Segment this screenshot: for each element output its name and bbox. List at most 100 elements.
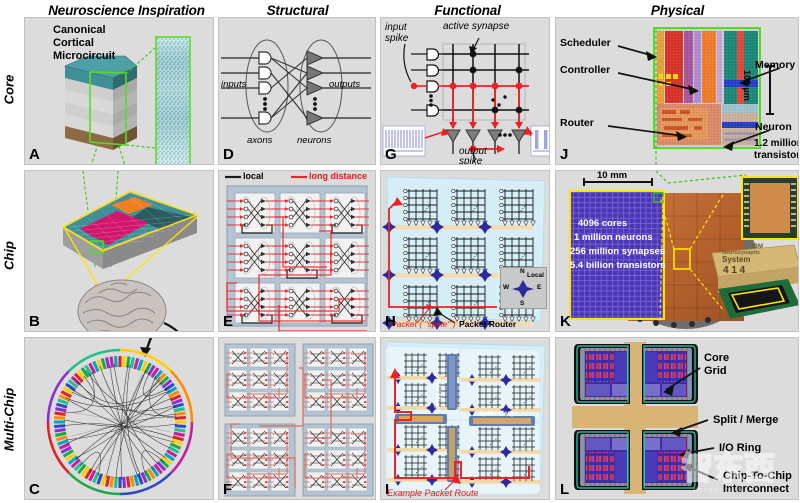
panel-J-graphic bbox=[607, 27, 781, 164]
panel-L-callout-core-grid-line2: Grid bbox=[704, 365, 727, 377]
panel-G-label-output-spike-1: output bbox=[459, 146, 487, 157]
panel-L-callout-io-ring: I/O Ring bbox=[719, 442, 762, 454]
panel-H-label-router: Packet Router bbox=[459, 319, 517, 330]
panel-L-callout-core-grid-line1: Core bbox=[704, 352, 730, 364]
panel-J-stat-line1: 1.2 million bbox=[754, 138, 799, 149]
panel-D: inputs outputs axons neurons D bbox=[218, 17, 376, 165]
panel-K-brand: IBM bbox=[752, 244, 763, 250]
watermark: 智东西 zhidx.com bbox=[680, 449, 792, 495]
panel-K: 10 mm 4096 cores 1 million neurons 256 m… bbox=[555, 170, 799, 332]
panel-K-package-text-2: 4 1 4 bbox=[723, 265, 746, 276]
panel-L-callout-split-merge: Split / Merge bbox=[713, 414, 779, 426]
panel-D-label-outputs: outputs bbox=[329, 79, 361, 90]
panel-A-letter: A bbox=[29, 146, 40, 163]
compass-north-label: N bbox=[520, 268, 525, 275]
watermark-subtext: zhidx.com bbox=[692, 487, 745, 494]
panel-B: B bbox=[24, 170, 214, 332]
panel-D-label-axons: axons bbox=[247, 135, 273, 146]
panel-L-callout-chip-to-chip-line2: Interconnect bbox=[723, 483, 790, 495]
compass-south-label: S bbox=[520, 300, 525, 307]
panel-H: N S W E Local Packet ( "spike" ) Packet … bbox=[380, 170, 550, 332]
panel-E: local long distance E bbox=[218, 170, 376, 332]
panel-G-label-output-spike-2: spike bbox=[459, 156, 483, 165]
row-label-chip: Chip bbox=[1, 241, 17, 270]
panel-F: F bbox=[218, 337, 376, 500]
panel-J-callout-router: Router bbox=[560, 117, 594, 129]
panel-D-graphic bbox=[221, 39, 371, 133]
column-header-structural: Structural bbox=[266, 3, 329, 18]
panel-C-graphic bbox=[46, 338, 194, 496]
panel-K-spec-0: 4096 cores bbox=[578, 218, 628, 229]
panel-I-label-split-merge: Split / Merge bbox=[479, 410, 518, 417]
connectome-region-ticks bbox=[54, 356, 186, 488]
panel-K-scale-bar-label: 10 mm bbox=[597, 170, 628, 181]
row-label-multichip: Multi-Chip bbox=[1, 387, 17, 452]
panel-B-letter: B bbox=[29, 313, 40, 330]
panel-A-title-line3: Microcircuit bbox=[53, 50, 116, 62]
spike-train-dense bbox=[382, 125, 426, 157]
panel-A-graphic bbox=[64, 36, 191, 164]
panel-C-letter: C bbox=[29, 481, 40, 498]
brain-illustration bbox=[77, 279, 167, 331]
compass-local-label: Local bbox=[527, 272, 544, 279]
core-die-layout bbox=[653, 27, 761, 149]
spike-train-sparse bbox=[530, 125, 549, 157]
chip-core-grid bbox=[569, 190, 665, 320]
panel-G-label-input-spike-2: spike bbox=[385, 33, 409, 44]
panel-H-label-packet: Packet ( "spike" ) bbox=[391, 319, 456, 330]
panel-L-callout-chip-to-chip-line1: Chip-To-Chip bbox=[723, 470, 792, 482]
panel-E-legend-long-distance: long distance bbox=[309, 171, 368, 181]
panel-K-package-text-1: System bbox=[722, 255, 751, 264]
panel-K-spec-2: 256 million synapses bbox=[570, 246, 666, 257]
panel-L-graphic bbox=[572, 342, 719, 494]
panel-B-graphic bbox=[61, 171, 200, 331]
panel-J-callout-memory: Memory bbox=[755, 59, 796, 71]
watermark-text: 智东西 bbox=[682, 451, 775, 487]
panel-G-letter: G bbox=[385, 146, 397, 163]
panel-F-graphic bbox=[224, 343, 374, 497]
panel-J-letter: J bbox=[560, 146, 569, 163]
panel-I-label-example-route: Example Packet Route bbox=[387, 487, 479, 498]
panel-K-graphic bbox=[569, 171, 798, 329]
panel-D-label-inputs: inputs bbox=[221, 79, 247, 90]
panel-D-letter: D bbox=[223, 146, 234, 163]
column-header-physical: Physical bbox=[650, 3, 705, 18]
panel-H-compass-legend: N S W E Local bbox=[500, 267, 547, 309]
panel-G-label-active-synapse: active synapse bbox=[443, 21, 510, 32]
connectome-ring bbox=[46, 348, 194, 496]
panel-J-scale-bar-label: 100 µm bbox=[742, 70, 752, 101]
panel-G-label-input-spike-1: input bbox=[385, 22, 407, 33]
panel-H-letter: H bbox=[385, 313, 396, 330]
compass-west-label: W bbox=[503, 284, 510, 291]
panel-K-package-text-0: Neurosynaptic bbox=[722, 250, 761, 256]
panel-E-legend-local: local bbox=[243, 171, 264, 181]
panel-L: Core Grid Split / Merge I/O Ring Chip-To… bbox=[555, 337, 799, 500]
panel-A-title-line2: Cortical bbox=[53, 37, 94, 49]
panel-E-letter: E bbox=[223, 313, 234, 330]
column-header-functional: Functional bbox=[434, 3, 501, 18]
compass-east-label: E bbox=[537, 284, 542, 291]
panel-J-callout-neuron: Neuron bbox=[755, 121, 792, 133]
panel-A-title-line1: Canonical bbox=[53, 24, 106, 36]
packaged-die-photo bbox=[741, 176, 798, 240]
panel-J-stat-line2: transistors bbox=[754, 150, 798, 161]
panel-L-letter: L bbox=[560, 481, 570, 498]
column-header-neuroscience: Neuroscience Inspiration bbox=[48, 3, 205, 18]
panel-I-letter: I bbox=[385, 481, 390, 498]
panel-J: Scheduler Controller Router Memory Neuro… bbox=[555, 17, 799, 165]
panel-I-label-split-merge-vertical: Split / Merge bbox=[434, 374, 441, 413]
panel-J-callout-scheduler: Scheduler bbox=[560, 37, 611, 49]
fiber-tracts bbox=[61, 363, 179, 481]
column-field bbox=[65, 193, 195, 250]
packaged-chip-lower bbox=[718, 279, 798, 319]
panel-E-graphic bbox=[225, 175, 369, 331]
panel-D-label-neurons: neurons bbox=[297, 135, 332, 146]
panel-K-letter: K bbox=[560, 313, 571, 330]
panel-F-letter: F bbox=[223, 481, 233, 498]
panel-J-callout-controller: Controller bbox=[560, 64, 611, 76]
panel-C: C bbox=[24, 337, 214, 500]
panel-G-graphic bbox=[382, 37, 549, 163]
panel-A: Canonical Cortical Microcircuit bbox=[24, 17, 214, 165]
row-label-core: Core bbox=[1, 74, 17, 105]
